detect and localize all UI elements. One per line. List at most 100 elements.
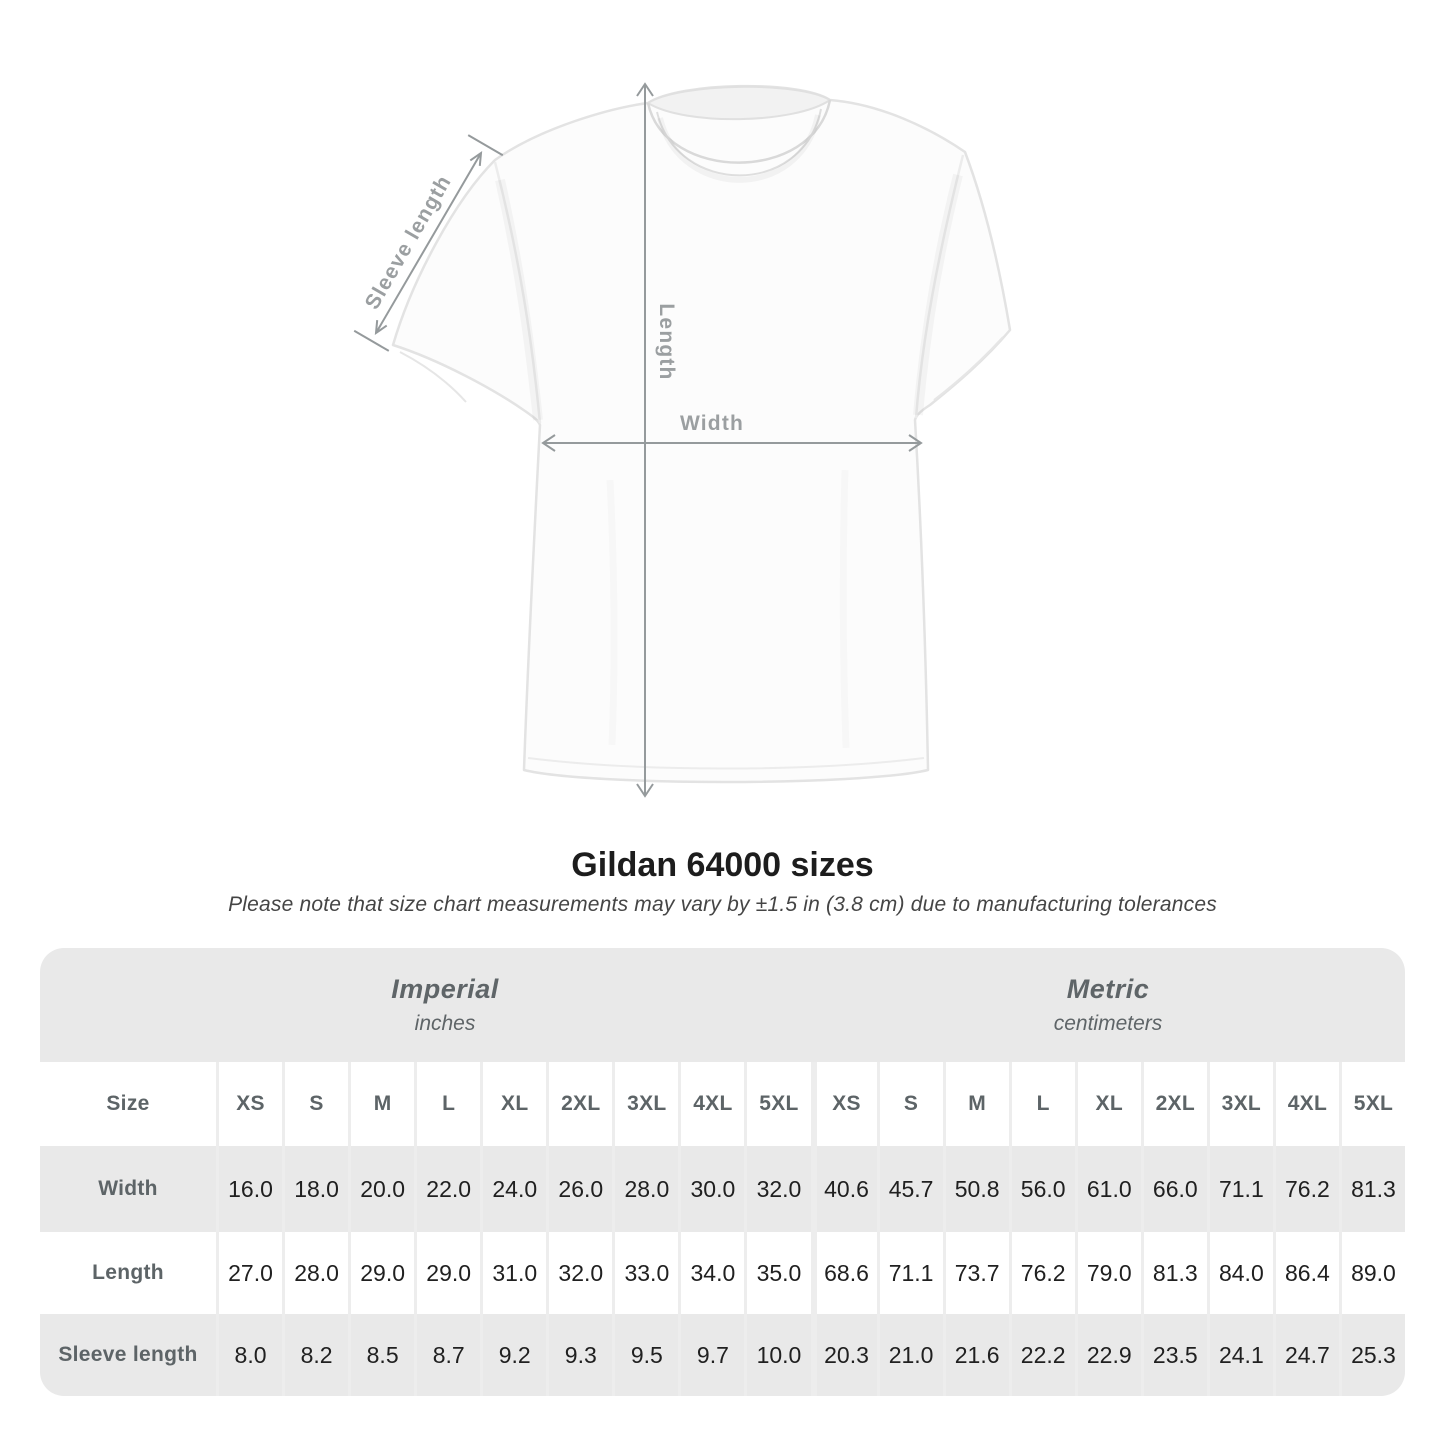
imperial-size-column-header: XL: [480, 1062, 547, 1146]
metric-value-cell: 76.2: [1008, 1232, 1075, 1314]
metric-size-column-header: S: [876, 1062, 943, 1146]
imperial-value-cell: 9.5: [612, 1314, 679, 1396]
imperial-value-cell: 27.0: [216, 1232, 283, 1314]
metric-value-cell: 21.0: [876, 1314, 943, 1396]
imperial-size-column-header: L: [414, 1062, 481, 1146]
width-arrowhead-left: [541, 434, 556, 452]
length-label: Length: [655, 303, 678, 380]
imperial-value-cell: 9.2: [480, 1314, 547, 1396]
dimension-arrows: [353, 82, 923, 798]
imperial-size-column-header: 4XL: [678, 1062, 745, 1146]
metric-size-column-header: M: [942, 1062, 1009, 1146]
size-grid: Size XS S M L XL 2XL 3XL 4XL 5XL XS S M L XL 2XL 3XL 4XL 5…: [40, 1062, 1405, 1396]
imperial-value-cell: 34.0: [678, 1232, 745, 1314]
metric-value-cell: 50.8: [942, 1146, 1009, 1232]
metric-value-cell: 24.7: [1272, 1314, 1339, 1396]
units-header-band: Imperial inches Metric centimeters: [40, 948, 1405, 1062]
row-label-cell: Sleeve length: [40, 1314, 216, 1396]
width-arrowhead-right: [908, 434, 923, 452]
imperial-value-cell: 35.0: [744, 1232, 811, 1314]
row-label-cell: Length: [40, 1232, 216, 1314]
page-title: Gildan 64000 sizes: [571, 846, 874, 884]
right-cuff-seam: [933, 336, 1004, 401]
metric-value-cell: 68.6: [810, 1232, 877, 1314]
metric-size-column-header: XS: [810, 1062, 877, 1146]
imperial-value-cell: 32.0: [744, 1146, 811, 1232]
metric-value-cell: 25.3: [1338, 1314, 1405, 1396]
right-sleeve-seam: [914, 154, 965, 419]
imperial-section-label: Imperial: [391, 974, 499, 1004]
metric-unit-label: centimeters: [1053, 1012, 1163, 1035]
imperial-value-cell: 31.0: [480, 1232, 547, 1314]
tshirt-graphic: [391, 84, 1012, 784]
page-subtitle: Please note that size chart measurements…: [228, 893, 1217, 916]
metric-size-column-header: L: [1008, 1062, 1075, 1146]
imperial-value-cell: 24.0: [480, 1146, 547, 1232]
imperial-size-column-header: 3XL: [612, 1062, 679, 1146]
metric-value-cell: 45.7: [876, 1146, 943, 1232]
imperial-section-header: Imperial inches: [391, 974, 499, 1036]
imperial-value-cell: 8.2: [282, 1314, 349, 1396]
metric-size-column-header: 4XL: [1272, 1062, 1339, 1146]
imperial-value-cell: 9.7: [678, 1314, 745, 1396]
imperial-size-column-header: M: [348, 1062, 415, 1146]
imperial-value-cell: 16.0: [216, 1146, 283, 1232]
metric-value-cell: 61.0: [1074, 1146, 1141, 1232]
imperial-value-cell: 10.0: [744, 1314, 811, 1396]
left-cuff-seam: [399, 351, 467, 403]
metric-size-column-header: 3XL: [1206, 1062, 1273, 1146]
metric-value-cell: 23.5: [1140, 1314, 1207, 1396]
imperial-size-column-header: S: [282, 1062, 349, 1146]
metric-section-header: Metric centimeters: [1054, 974, 1163, 1036]
metric-value-cell: 84.0: [1206, 1232, 1273, 1314]
tshirt-diagram: Sleeve length Length Width: [353, 82, 1012, 798]
metric-size-column-header: 2XL: [1140, 1062, 1207, 1146]
imperial-value-cell: 18.0: [282, 1146, 349, 1232]
imperial-value-cell: 8.0: [216, 1314, 283, 1396]
metric-value-cell: 21.6: [942, 1314, 1009, 1396]
metric-value-cell: 86.4: [1272, 1232, 1339, 1314]
metric-value-cell: 56.0: [1008, 1146, 1075, 1232]
imperial-value-cell: 22.0: [414, 1146, 481, 1232]
width-label: Width: [680, 412, 744, 435]
metric-value-cell: 71.1: [876, 1232, 943, 1314]
length-arrowhead-top: [636, 82, 654, 97]
metric-value-cell: 81.3: [1140, 1232, 1207, 1314]
metric-value-cell: 73.7: [942, 1232, 1009, 1314]
metric-value-cell: 66.0: [1140, 1146, 1207, 1232]
metric-value-cell: 76.2: [1272, 1146, 1339, 1232]
metric-value-cell: 40.6: [810, 1146, 877, 1232]
imperial-value-cell: 28.0: [282, 1232, 349, 1314]
wrinkle-2: [843, 470, 846, 748]
imperial-value-cell: 9.3: [546, 1314, 613, 1396]
size-header-cell: Size: [40, 1062, 216, 1146]
sleeve-endcap-top: [467, 134, 504, 157]
size-table: Imperial inches Metric centimeters Size X…: [40, 948, 1405, 1396]
length-arrowhead-bottom: [636, 783, 654, 798]
imperial-value-cell: 32.0: [546, 1232, 613, 1314]
metric-value-cell: 22.9: [1074, 1314, 1141, 1396]
imperial-size-column-header: 2XL: [546, 1062, 613, 1146]
sleeve-arrowhead-top: [469, 150, 483, 166]
sleeve-arrowhead-bottom: [374, 320, 388, 336]
metric-value-cell: 79.0: [1074, 1232, 1141, 1314]
imperial-value-cell: 28.0: [612, 1146, 679, 1232]
imperial-value-cell: 26.0: [546, 1146, 613, 1232]
imperial-value-cell: 8.7: [414, 1314, 481, 1396]
collar-front-opening: [646, 99, 832, 164]
sleeve-endcap-bottom: [353, 329, 390, 352]
metric-size-column-header: XL: [1074, 1062, 1141, 1146]
imperial-size-column-header: 5XL: [744, 1062, 811, 1146]
imperial-value-cell: 29.0: [414, 1232, 481, 1314]
metric-value-cell: 24.1: [1206, 1314, 1273, 1396]
imperial-size-column-header: XS: [216, 1062, 283, 1146]
collar-front-seam: [656, 108, 822, 177]
left-sleeve-seam: [493, 161, 542, 424]
row-label-cell: Width: [40, 1146, 216, 1232]
metric-section-label: Metric: [1066, 974, 1150, 1004]
metric-size-column-header: 5XL: [1338, 1062, 1405, 1146]
imperial-value-cell: 33.0: [612, 1232, 679, 1314]
hem-seam: [527, 757, 925, 770]
metric-value-cell: 20.3: [810, 1314, 877, 1396]
